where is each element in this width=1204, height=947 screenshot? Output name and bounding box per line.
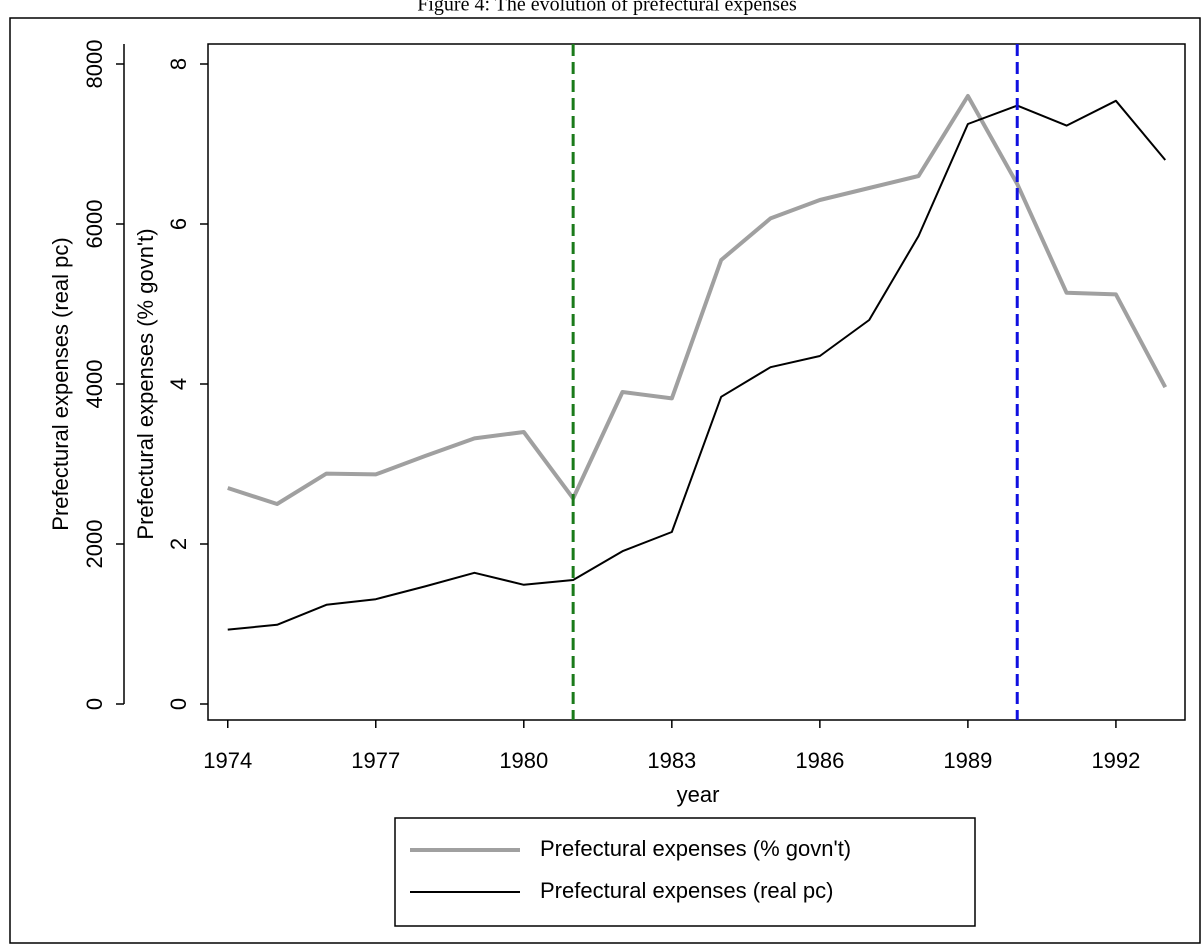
x-tick-label: 1992 — [1091, 748, 1140, 773]
y-tick-label: 4 — [166, 378, 191, 390]
x-axis-label: year — [677, 782, 720, 807]
y-axis-label: Prefectural expenses (% govn't) — [133, 228, 158, 539]
y-tick-label: 6 — [166, 218, 191, 230]
x-tick-label: 1974 — [203, 748, 252, 773]
chart-title: Figure 4: The evolution of prefectural e… — [417, 0, 797, 16]
x-tick-label: 1989 — [943, 748, 992, 773]
plot-frame — [207, 43, 1186, 721]
outer-frame — [9, 17, 1201, 944]
y2-tick-label: 6000 — [82, 200, 107, 249]
y2-tick-label: 0 — [82, 698, 107, 710]
y-tick-label: 0 — [166, 698, 191, 710]
series-line — [227, 99, 1167, 631]
legend — [394, 817, 976, 927]
legend-label: Prefectural expenses (% govn't) — [540, 836, 851, 861]
y-tick-label: 8 — [166, 58, 191, 70]
x-tick-label: 1980 — [499, 748, 548, 773]
x-tick-label: 1986 — [795, 748, 844, 773]
y2-tick-label: 4000 — [82, 360, 107, 409]
y2-axis-label: Prefectural expenses (real pc) — [48, 237, 73, 530]
y-tick-label: 2 — [166, 538, 191, 550]
x-tick-label: 1977 — [351, 748, 400, 773]
legend-label: Prefectural expenses (real pc) — [540, 878, 833, 903]
y2-tick-label: 2000 — [82, 520, 107, 569]
series-line — [227, 94, 1168, 506]
x-tick-label: 1983 — [647, 748, 696, 773]
y2-tick-label: 8000 — [82, 40, 107, 89]
